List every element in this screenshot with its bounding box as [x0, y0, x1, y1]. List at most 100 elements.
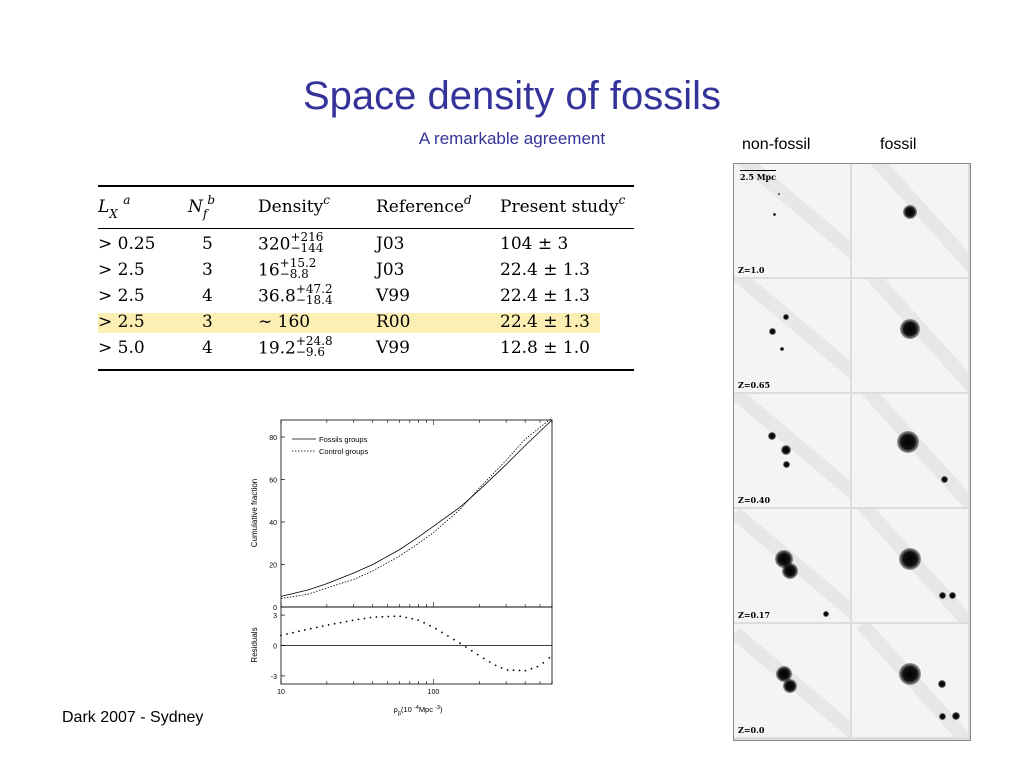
x-axis-label-part: (10: [401, 705, 412, 714]
galaxy-blob: [903, 205, 917, 219]
fossil-image-panel: [852, 509, 968, 622]
x-axis-label-part: ): [440, 705, 443, 714]
scale-bar: [740, 170, 776, 171]
galaxy-blob: [778, 193, 780, 195]
table-bottom-rule: [98, 369, 634, 371]
residual-point: [441, 631, 443, 634]
y-axis-label-bottom: Residuals: [250, 627, 259, 662]
residual-point: [387, 615, 390, 618]
galaxy-filament: [734, 394, 850, 507]
y-tick-label: 3: [273, 613, 277, 620]
fossil-image-panel: [852, 279, 968, 392]
residual-point: [411, 617, 414, 620]
residual-point: [292, 631, 294, 634]
col-label-fossil: fossil: [880, 136, 917, 153]
density-error: +24.8 −9.6: [295, 334, 333, 359]
table-header-row: LX a Nfb Densityc Referenced Present stu…: [98, 193, 634, 221]
cell-present-study: 22.4 ± 1.3: [500, 312, 590, 332]
galaxy-blob: [952, 712, 960, 720]
cell-nf: 3: [202, 260, 213, 280]
galaxy-filament: [856, 164, 968, 277]
highlighted-row-background: [98, 313, 600, 333]
residual-point: [363, 617, 366, 620]
galaxy-blob: [948, 591, 956, 599]
x-axis-label: ρβ(10 -4Mpc -3): [394, 705, 443, 717]
x-axis-label-part: Mpc: [419, 705, 433, 714]
x-axis-label-part: -3: [435, 705, 440, 711]
density-error: +15.2 −8.8: [279, 256, 317, 281]
galaxy-blob: [782, 563, 798, 579]
residual-point: [429, 624, 431, 627]
residual-point: [530, 667, 533, 670]
residual-point: [506, 669, 509, 671]
redshift-label: Z=0.0: [738, 725, 765, 735]
residual-point: [536, 665, 539, 668]
residual-point: [351, 619, 354, 622]
residual-point: [548, 657, 551, 659]
col-label-nonfossil: non-fossil: [742, 136, 811, 153]
y-tick-label: 0: [273, 605, 277, 612]
residual-point: [435, 627, 437, 630]
header-density: Densityc: [258, 193, 330, 217]
fossil-image-panel: [852, 624, 968, 737]
residual-point: [447, 635, 449, 637]
y-tick-label: 80: [269, 435, 277, 442]
scale-bar-label: 2.5 Mpc: [740, 172, 777, 182]
cell-lx: > 0.25: [98, 234, 156, 254]
residual-point: [524, 669, 527, 672]
residual-point: [488, 661, 491, 663]
residual-point: [459, 642, 461, 645]
y-axis-label-top: Cumulative fraction: [250, 479, 259, 547]
residual-point: [518, 669, 521, 672]
table-header-rule: [98, 228, 634, 229]
redshift-label: Z=0.40: [738, 495, 771, 505]
residual-point: [339, 621, 342, 624]
residual-point: [399, 615, 402, 618]
cell-lx: > 2.5: [98, 260, 145, 280]
cell-reference: J03: [376, 260, 405, 280]
cell-lx: > 2.5: [98, 286, 145, 306]
y-tick-label: 60: [269, 478, 277, 485]
residual-point: [494, 664, 497, 667]
galaxy-blob: [780, 347, 784, 351]
residual-point: [500, 667, 503, 669]
galaxy-blob: [938, 591, 946, 599]
cell-density: 36.8 +47.2 −18.4: [258, 282, 333, 307]
nonfossil-image-panel: Z=0.0: [734, 624, 850, 737]
y-tick-label: 20: [269, 563, 277, 570]
residual-point: [333, 622, 336, 625]
galaxy-blob: [938, 712, 946, 720]
table-row: > 2.5 3 ∼ 160 R00 22.4 ± 1.3: [98, 312, 634, 334]
fossil-image-panel: [852, 394, 968, 507]
galaxy-blob: [783, 314, 789, 320]
x-axis-label-part: ρ: [394, 705, 398, 714]
residual-point: [423, 621, 425, 624]
cell-lx: > 2.5: [98, 312, 145, 332]
residual-point: [476, 653, 479, 656]
y-tick-label: 0: [273, 644, 277, 651]
x-axis-label-part: β: [398, 711, 401, 717]
residual-point: [417, 619, 419, 621]
redshift-label: Z=0.17: [738, 610, 771, 620]
galaxy-blob: [768, 432, 776, 440]
header-lx: LX a: [98, 193, 131, 221]
residual-point: [405, 616, 408, 619]
cell-density: 19.2 +24.8 −9.6: [258, 334, 333, 359]
x-tick-label: 10: [277, 689, 285, 696]
galaxy-blob: [783, 679, 797, 693]
residual-point: [512, 669, 515, 672]
cell-nf: 4: [202, 338, 213, 358]
cell-density: ∼ 160: [258, 312, 311, 332]
legend-label-control: Control groups: [319, 447, 368, 456]
image-panel-grid: Z=1.0 2.5 Mpc Z=0.65 Z=0.40 Z=0.17 Z=0.0: [733, 163, 971, 741]
density-error: +216 −144: [290, 230, 324, 255]
slide-subtitle: A remarkable agreement: [418, 129, 606, 148]
cell-present-study: 104 ± 3: [500, 234, 569, 254]
cell-reference: R00: [376, 312, 411, 332]
residual-point: [453, 638, 455, 641]
nonfossil-image-panel: Z=0.65: [734, 279, 850, 392]
table-row: > 2.5 4 36.8 +47.2 −18.4 V99 22.4 ± 1.3: [98, 282, 634, 308]
residual-point: [345, 620, 348, 623]
nonfossil-image-panel: Z=0.40: [734, 394, 850, 507]
residual-point: [280, 634, 282, 637]
